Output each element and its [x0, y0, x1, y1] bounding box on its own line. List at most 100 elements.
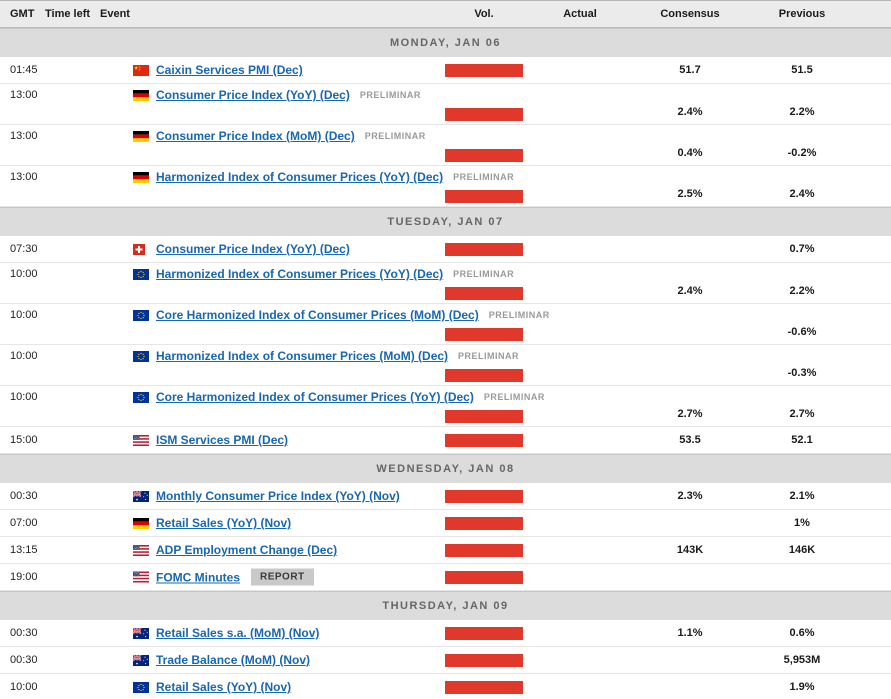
volatility-bar: [445, 544, 523, 557]
column-header-previous: Previous: [778, 8, 826, 20]
event-row: 13:00 Harmonized Index of Consumer Prices…: [0, 166, 891, 207]
event-link[interactable]: Monthly Consumer Price Index (YoY) (Nov): [156, 489, 400, 503]
day-header: MONDAY, JAN 06: [0, 28, 891, 57]
event-link[interactable]: Retail Sales s.a. (MoM) (Nov): [156, 626, 320, 640]
consensus-value: 2.5%: [677, 188, 703, 200]
preliminary-tag: PRELIMINAR: [483, 392, 545, 402]
previous-value: 52.1: [791, 434, 813, 446]
event-link[interactable]: Consumer Price Index (YoY) (Dec): [156, 242, 350, 256]
event-link[interactable]: Retail Sales (YoY) (Nov): [156, 516, 292, 530]
eu-flag-icon: [133, 391, 149, 403]
previous-value: 0.7%: [789, 243, 815, 255]
event-link[interactable]: ISM Services PMI (Dec): [156, 433, 289, 447]
volatility-bar: [445, 434, 523, 447]
previous-value: 2.4%: [789, 188, 815, 200]
consensus-value: 53.5: [679, 434, 701, 446]
event-cell: Consumer Price Index (YoY) (Dec): [133, 242, 350, 256]
consensus-value: 0.4%: [677, 147, 703, 159]
column-header-time-left: Time left: [45, 8, 91, 20]
event-cell: Consumer Price Index (YoY) (Dec) PRELIMIN…: [133, 88, 421, 102]
event-link[interactable]: Caixin Services PMI (Dec): [156, 63, 303, 77]
calendar-body: MONDAY, JAN 06 01:45 Caixin Services PMI (…: [0, 28, 891, 699]
preliminary-tag: PRELIMINAR: [488, 310, 550, 320]
event-link[interactable]: Harmonized Index of Consumer Prices (YoY…: [156, 170, 444, 184]
consensus-value: 2.3%: [677, 490, 703, 502]
eu-flag-icon: [133, 681, 149, 693]
event-time: 13:00: [10, 171, 38, 183]
usa-flag-icon: [133, 544, 149, 556]
event-row: 01:45 Caixin Services PMI (Dec) 51.7 51.5: [0, 57, 891, 84]
event-cell: ADP Employment Change (Dec): [133, 543, 337, 557]
volatility-bar: [445, 627, 523, 640]
event-link[interactable]: Consumer Price Index (MoM) (Dec): [156, 129, 355, 143]
previous-value: 1.9%: [789, 681, 815, 693]
usa-flag-icon: [133, 434, 149, 446]
germany-flag-icon: [133, 130, 149, 142]
column-header-actual: Actual: [563, 8, 597, 20]
event-link[interactable]: FOMC Minutes: [156, 570, 240, 584]
event-time: 10:00: [10, 268, 38, 280]
previous-value: 0.6%: [789, 627, 815, 639]
day-header: THURSDAY, JAN 09: [0, 591, 891, 620]
event-link[interactable]: Trade Balance (MoM) (Nov): [156, 653, 311, 667]
event-time: 10:00: [10, 681, 38, 693]
preliminary-tag: PRELIMINAR: [458, 351, 520, 361]
column-header-consensus: Consensus: [660, 8, 720, 20]
preliminary-tag: PRELIMINAR: [364, 131, 426, 141]
previous-value: 2.7%: [789, 408, 815, 420]
event-link[interactable]: Harmonized Index of Consumer Prices (YoY…: [156, 267, 444, 281]
event-link[interactable]: Retail Sales (YoY) (Nov): [156, 680, 292, 694]
event-time: 10:00: [10, 350, 38, 362]
germany-flag-icon: [133, 517, 149, 529]
eu-flag-icon: [133, 350, 149, 362]
event-row: 07:30 Consumer Price Index (YoY) (Dec) 0.7…: [0, 236, 891, 263]
switzerland-flag-icon: [133, 243, 149, 255]
event-link[interactable]: ADP Employment Change (Dec): [156, 543, 338, 557]
event-time: 10:00: [10, 391, 38, 403]
consensus-value: 51.7: [679, 64, 701, 76]
event-link[interactable]: Consumer Price Index (YoY) (Dec): [156, 88, 350, 102]
germany-flag-icon: [133, 89, 149, 101]
preliminary-tag: PRELIMINAR: [453, 269, 515, 279]
event-time: 13:00: [10, 89, 38, 101]
previous-value: 5,953M: [783, 654, 821, 666]
eu-flag-icon: [133, 268, 149, 280]
previous-value: 2.2%: [789, 285, 815, 297]
volatility-bar: [445, 108, 523, 121]
event-row: 10:00 Harmonized Index of Consumer Prices…: [0, 263, 891, 304]
day-header-label: MONDAY, JAN 06: [389, 37, 502, 49]
previous-value: 146K: [788, 544, 816, 556]
volatility-bar: [445, 571, 523, 584]
consensus-value: 143K: [676, 544, 704, 556]
event-row: 00:30 Monthly Consumer Price Index (YoY) …: [0, 483, 891, 510]
event-time: 13:00: [10, 130, 38, 142]
volatility-bar: [445, 517, 523, 530]
volatility-bar: [445, 410, 523, 423]
preliminary-tag: PRELIMINAR: [359, 90, 421, 100]
volatility-bar: [445, 681, 523, 694]
volatility-bar: [445, 149, 523, 162]
event-cell: ISM Services PMI (Dec): [133, 433, 288, 447]
previous-value: 51.5: [791, 64, 813, 76]
day-header-label: THURSDAY, JAN 09: [382, 600, 509, 612]
event-link[interactable]: Core Harmonized Index of Consumer Prices…: [156, 308, 479, 322]
event-cell: Monthly Consumer Price Index (YoY) (Nov): [133, 489, 400, 503]
report-badge: REPORT: [251, 568, 314, 586]
event-link[interactable]: Core Harmonized Index of Consumer Prices…: [156, 390, 474, 404]
volatility-bar: [445, 490, 523, 503]
column-header-volatility: Vol.: [474, 8, 494, 20]
day-header: TUESDAY, JAN 07: [0, 207, 891, 236]
previous-value: -0.6%: [787, 326, 817, 338]
event-time: 15:00: [10, 434, 38, 446]
event-cell: Core Harmonized Index of Consumer Prices…: [133, 390, 545, 404]
event-cell: Caixin Services PMI (Dec): [133, 63, 303, 77]
previous-value: -0.3%: [787, 367, 817, 379]
event-link[interactable]: Harmonized Index of Consumer Prices (MoM…: [156, 349, 449, 363]
australia-flag-icon: [133, 627, 149, 639]
event-row: 00:30 Trade Balance (MoM) (Nov) 5,953M: [0, 647, 891, 674]
previous-value: 1%: [794, 517, 810, 529]
event-time: 07:00: [10, 517, 38, 529]
column-header-event: Event: [100, 8, 130, 20]
china-flag-icon: [133, 64, 149, 76]
event-time: 13:15: [10, 544, 38, 556]
